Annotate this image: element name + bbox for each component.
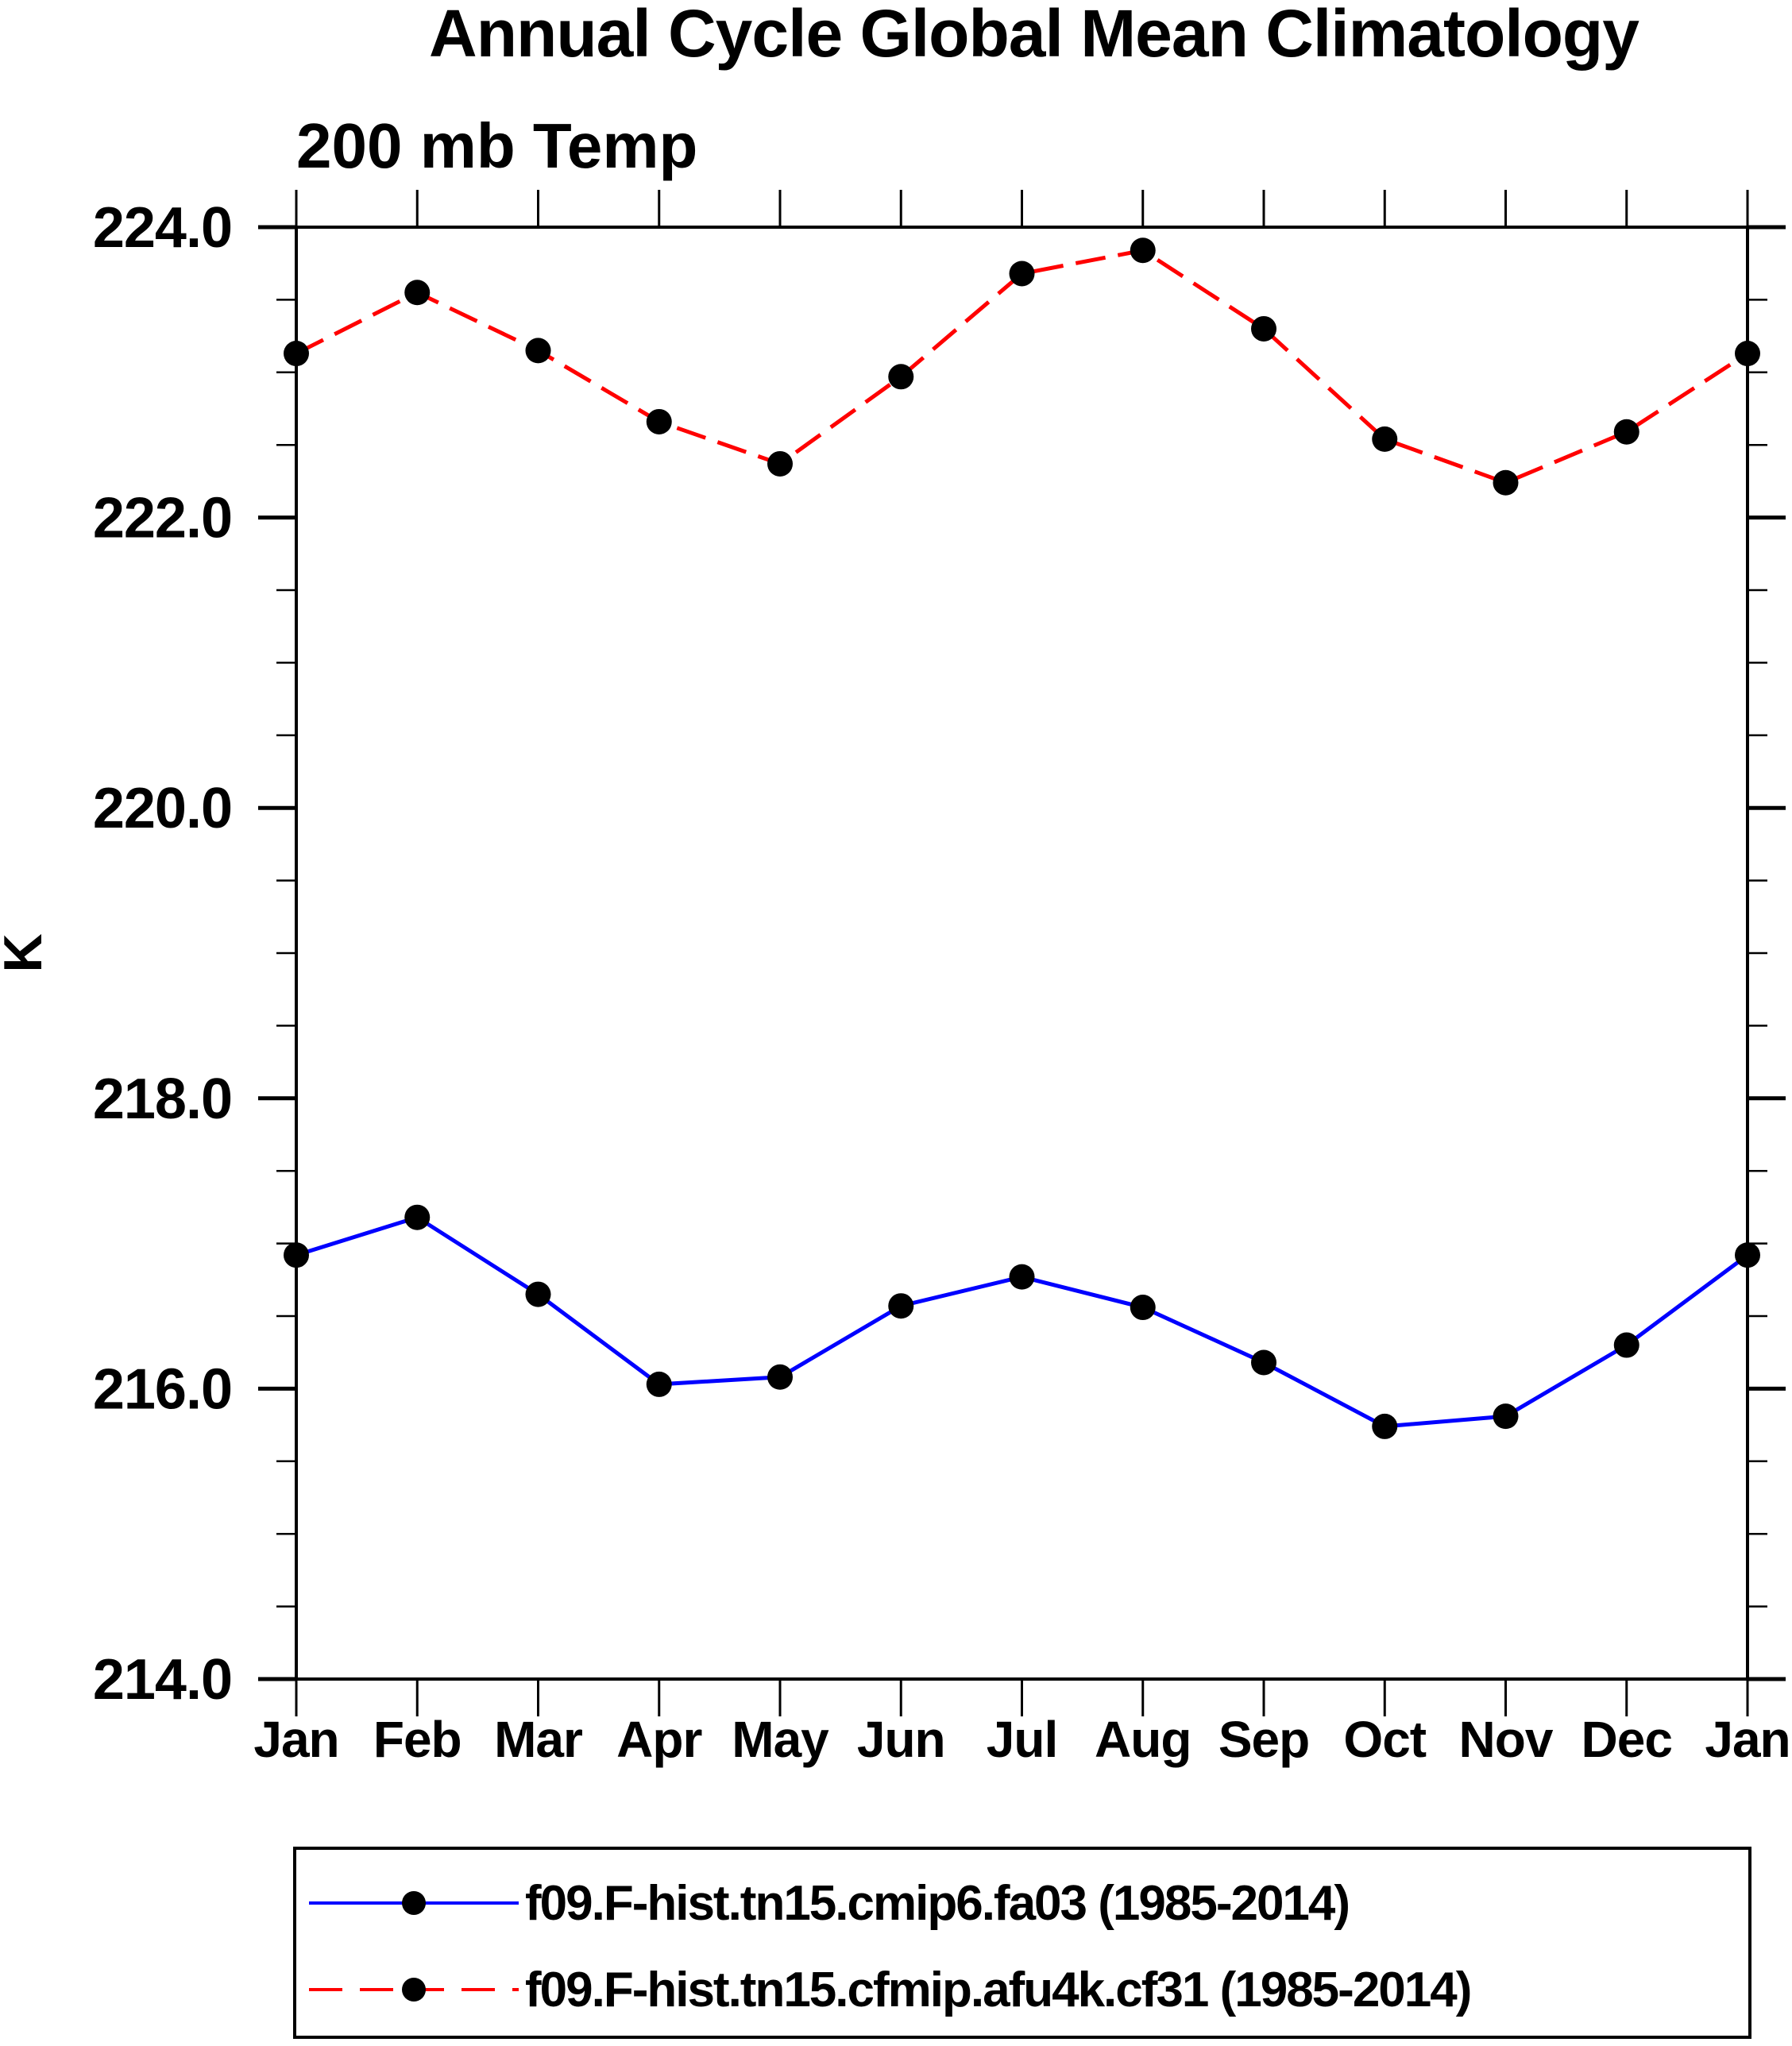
data-point-marker (646, 408, 672, 434)
data-point-marker (284, 341, 309, 367)
x-tick-label: Jul (987, 1711, 1057, 1768)
data-point-marker (284, 1242, 309, 1268)
chart-subtitle: 200 mb Temp (296, 110, 698, 181)
data-point-marker (767, 1364, 793, 1390)
x-tick-label: Jan (253, 1711, 338, 1768)
x-tick-label: Jun (857, 1711, 945, 1768)
data-point-marker (888, 1293, 914, 1319)
x-tick-label: Oct (1343, 1711, 1426, 1768)
data-point-marker (1251, 315, 1276, 342)
data-point-marker (1613, 1332, 1639, 1358)
data-point-marker (1735, 1242, 1760, 1268)
data-point-marker (404, 280, 431, 306)
x-tick-label: Dec (1582, 1711, 1672, 1768)
legend-entry-cmip6: f09.F-hist.tn15.cmip6.fa03 (1985-2014) (296, 1871, 1748, 1935)
x-tick-label: Sep (1218, 1711, 1309, 1768)
legend-entry-cfmip: f09.F-hist.tn15.cfmip.afu4k.cf31 (1985-2… (296, 1958, 1748, 2021)
x-tick-label: Feb (373, 1711, 462, 1768)
legend-line-sample-solid-blue (309, 1891, 519, 1915)
data-point-marker (1493, 469, 1519, 496)
y-tick-label: 220.0 (93, 777, 232, 840)
x-tick-label: Apr (616, 1711, 701, 1768)
y-tick-label: 218.0 (93, 1067, 232, 1131)
data-point-marker (525, 338, 551, 364)
y-tick-label: 222.0 (93, 487, 232, 550)
data-point-marker (1613, 419, 1639, 445)
y-tick-label: 224.0 (93, 196, 232, 260)
plot-frame (295, 226, 1749, 1681)
x-tick-label: Nov (1459, 1711, 1554, 1768)
legend-label-cfmip: f09.F-hist.tn15.cfmip.afu4k.cf31 (1985-2… (525, 1962, 1472, 2017)
data-point-marker (646, 1371, 672, 1397)
legend-label-cmip6: f09.F-hist.tn15.cmip6.fa03 (1985-2014) (525, 1875, 1350, 1931)
data-point-marker (1009, 1264, 1035, 1290)
chart-title: Annual Cycle Global Mean Climatology (429, 0, 1639, 71)
data-point-marker (1735, 341, 1760, 367)
legend-line-sample-dashed-red (309, 1978, 519, 2002)
y-tick-label: 216.0 (93, 1357, 232, 1421)
data-point-marker (1372, 1413, 1398, 1439)
legend-sample-marker (402, 1891, 426, 1915)
data-point-marker (1130, 237, 1156, 264)
data-point-marker (1493, 1403, 1519, 1430)
data-point-marker (404, 1204, 431, 1230)
chart-legend: f09.F-hist.tn15.cmip6.fa03 (1985-2014) f… (293, 1847, 1751, 2039)
legend-sample-marker (402, 1978, 426, 2002)
x-tick-label: May (732, 1711, 829, 1768)
data-point-marker (1372, 426, 1398, 452)
y-axis-label: K (0, 933, 53, 972)
data-point-marker (1009, 261, 1035, 287)
series-line-0 (295, 1214, 1749, 1429)
x-tick-label: Jan (1705, 1711, 1790, 1768)
x-tick-label: Mar (494, 1711, 582, 1768)
data-point-marker (888, 364, 914, 390)
x-tick-label: Aug (1095, 1711, 1191, 1768)
data-point-marker (525, 1281, 551, 1307)
data-point-marker (1130, 1295, 1156, 1321)
data-point-marker (767, 450, 793, 477)
y-tick-label: 214.0 (93, 1648, 232, 1712)
data-point-marker (1251, 1349, 1276, 1376)
